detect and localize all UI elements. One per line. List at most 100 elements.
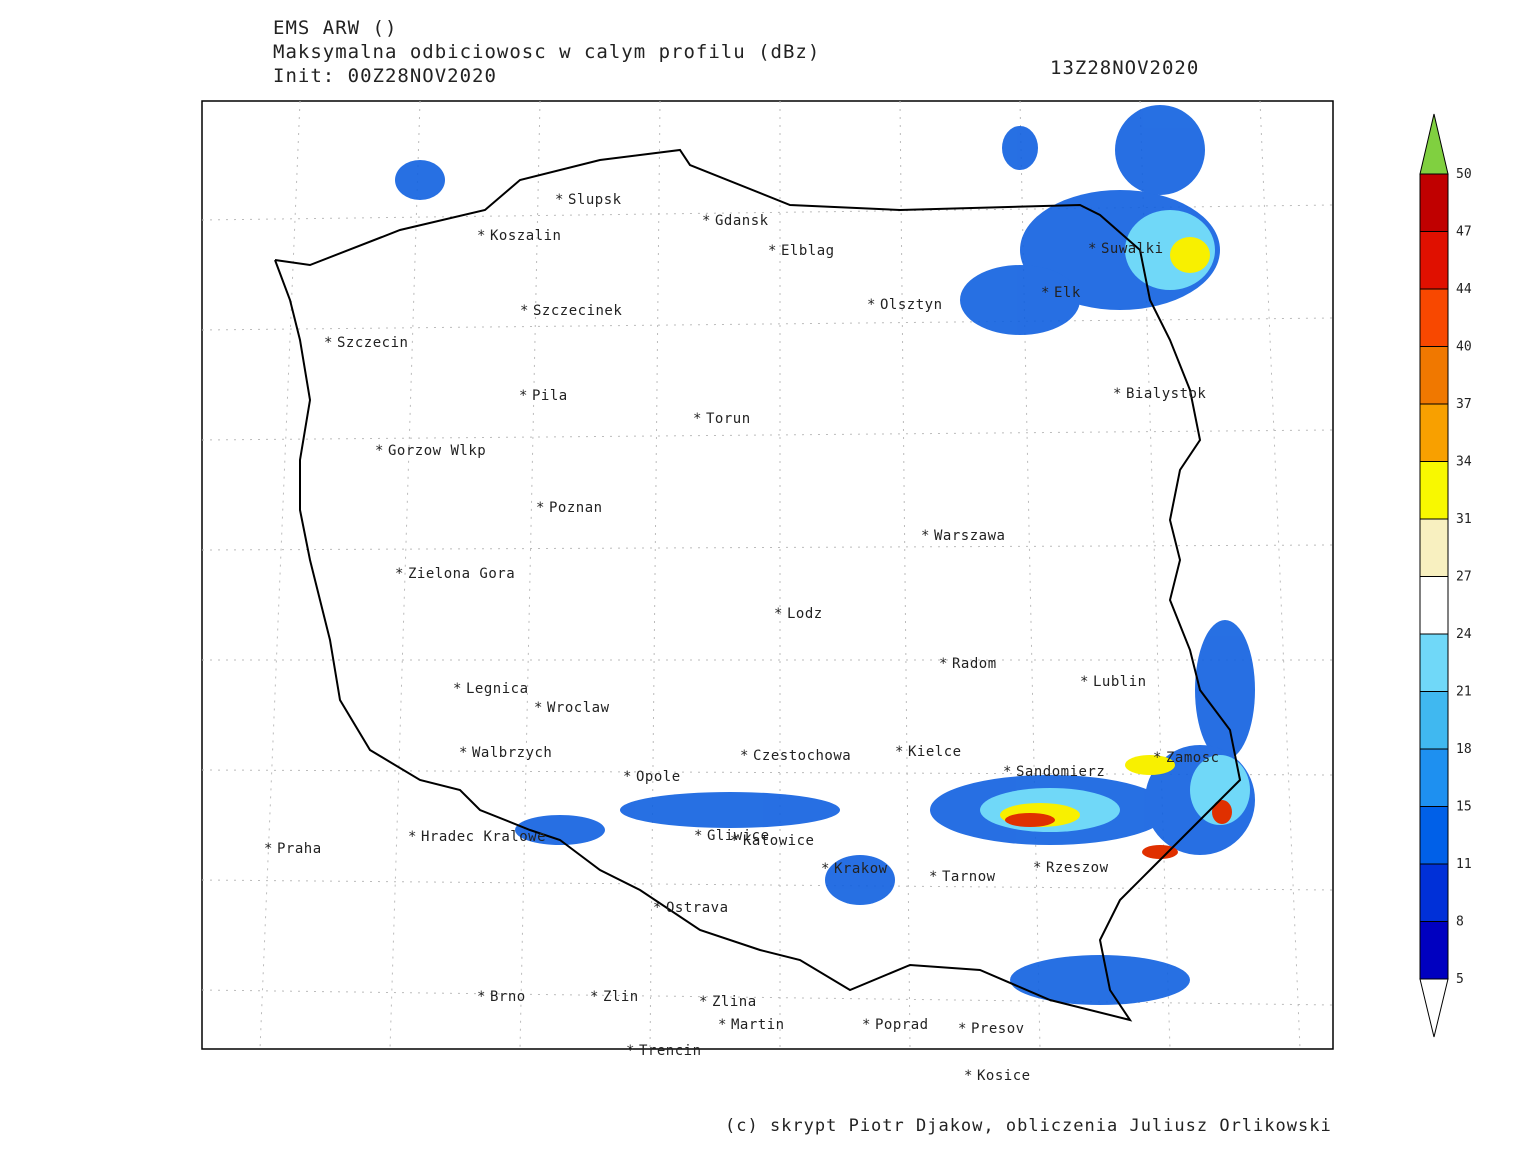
city-label: Zlin bbox=[603, 989, 639, 1005]
city-marker: * bbox=[958, 1021, 967, 1037]
city-label: Martin bbox=[731, 1017, 785, 1033]
city-label: Torun bbox=[706, 411, 751, 427]
city-marker: * bbox=[702, 213, 711, 229]
city-label: Koszalin bbox=[490, 228, 561, 244]
city-marker: * bbox=[453, 681, 462, 697]
scale-box bbox=[1419, 921, 1449, 980]
city-marker: * bbox=[395, 566, 404, 582]
city-label: Zamosc bbox=[1166, 750, 1220, 766]
city-marker: * bbox=[519, 388, 528, 404]
city-marker: * bbox=[699, 994, 708, 1010]
city-marker: * bbox=[1080, 674, 1089, 690]
scale-box bbox=[1419, 691, 1449, 750]
scale-above bbox=[1419, 113, 1449, 175]
city-marker: * bbox=[375, 443, 384, 459]
scale-tick-label: 31 bbox=[1456, 512, 1472, 527]
city-marker: * bbox=[1088, 241, 1097, 257]
field-title: Maksymalna odbiciowosc w calym profilu (… bbox=[273, 41, 820, 63]
scale-tick-label: 40 bbox=[1456, 340, 1472, 355]
city-label: Zielona Gora bbox=[408, 566, 515, 582]
city-marker: * bbox=[520, 303, 529, 319]
city-marker: * bbox=[821, 861, 830, 877]
city-label: Brno bbox=[490, 989, 526, 1005]
city-label: Lublin bbox=[1093, 674, 1147, 690]
city-marker: * bbox=[477, 989, 486, 1005]
city-marker: * bbox=[1153, 750, 1162, 766]
city-marker: * bbox=[1041, 285, 1050, 301]
scale-box bbox=[1419, 403, 1449, 462]
city-label: Rzeszow bbox=[1046, 860, 1109, 876]
city-marker: * bbox=[653, 900, 662, 916]
city-marker: * bbox=[408, 829, 417, 845]
city-label: Wroclaw bbox=[547, 700, 610, 716]
city-marker: * bbox=[626, 1043, 635, 1059]
city-label: Ostrava bbox=[666, 900, 729, 916]
scale-box bbox=[1419, 461, 1449, 520]
scale-box bbox=[1419, 346, 1449, 405]
city-marker: * bbox=[1033, 860, 1042, 876]
city-label: Opole bbox=[636, 769, 681, 785]
scale-box bbox=[1419, 748, 1449, 807]
init-time: Init: 00Z28NOV2020 bbox=[273, 65, 497, 87]
city-label: Legnica bbox=[466, 681, 529, 697]
city-label: Suwalki bbox=[1101, 241, 1164, 257]
city-label: Radom bbox=[952, 656, 997, 672]
color-scale: 5 8 11 15 18 21 24 27 31 34 37 40 44 47 50 bbox=[1419, 113, 1472, 1038]
city-label: Elblag bbox=[781, 243, 835, 259]
city-marker: * bbox=[536, 500, 545, 516]
city-marker: * bbox=[590, 989, 599, 1005]
scale-tick-label: 8 bbox=[1456, 915, 1464, 930]
city-label: Poznan bbox=[549, 500, 603, 516]
scale-tick-label: 27 bbox=[1456, 570, 1472, 585]
city-label: Tarnow bbox=[942, 869, 996, 885]
city-label: Trencin bbox=[639, 1043, 702, 1059]
city-marker: * bbox=[768, 243, 777, 259]
city-marker: * bbox=[1113, 386, 1122, 402]
city-marker: * bbox=[694, 828, 703, 844]
credits: (c) skrypt Piotr Djakow, obliczenia Juli… bbox=[725, 1116, 1332, 1136]
city-label: Warszawa bbox=[934, 528, 1005, 544]
city-marker: * bbox=[477, 228, 486, 244]
scale-tick-label: 15 bbox=[1456, 800, 1472, 815]
scale-tick-label: 11 bbox=[1456, 857, 1472, 872]
map-frame bbox=[201, 100, 1334, 1050]
city-label: Walbrzych bbox=[472, 745, 552, 761]
city-label: Elk bbox=[1054, 285, 1081, 301]
scale-tick-label: 21 bbox=[1456, 685, 1472, 700]
city-label: Sandomierz bbox=[1016, 764, 1105, 780]
city-marker: * bbox=[555, 192, 564, 208]
city-marker: * bbox=[867, 297, 876, 313]
scale-box bbox=[1419, 518, 1449, 577]
city-label: Kosice bbox=[977, 1068, 1031, 1084]
city-label: Hradec Kralowe bbox=[421, 829, 546, 845]
city-label: Praha bbox=[277, 841, 322, 857]
scale-tick-label: 18 bbox=[1456, 742, 1472, 757]
city-label: Szczecinek bbox=[533, 303, 622, 319]
city-marker: * bbox=[534, 700, 543, 716]
scale-box bbox=[1419, 231, 1449, 290]
city-label: Czestochowa bbox=[753, 748, 851, 764]
city-marker: * bbox=[895, 744, 904, 760]
scale-below bbox=[1419, 978, 1449, 1038]
scale-tick-label: 50 bbox=[1456, 167, 1472, 182]
city-marker: * bbox=[324, 335, 333, 351]
city-marker: * bbox=[693, 411, 702, 427]
city-label: Pila bbox=[532, 388, 568, 404]
valid-time: 13Z28NOV2020 bbox=[1050, 57, 1199, 79]
city-label: Szczecin bbox=[337, 335, 408, 351]
city-marker: * bbox=[740, 748, 749, 764]
city-marker: * bbox=[921, 528, 930, 544]
scale-box bbox=[1419, 863, 1449, 922]
scale-tick-label: 34 bbox=[1456, 455, 1472, 470]
city-label: Bialystok bbox=[1126, 386, 1206, 402]
city-label: Gorzow Wlkp bbox=[388, 443, 486, 459]
city-marker: * bbox=[862, 1017, 871, 1033]
city-marker: * bbox=[459, 745, 468, 761]
city-labels: * Slupsk* Koszalin* Gdansk* Elblag* Szczecine… bbox=[264, 192, 1220, 1084]
scale-box bbox=[1419, 806, 1449, 865]
city-marker: * bbox=[939, 656, 948, 672]
city-label: Poprad bbox=[875, 1017, 929, 1033]
city-marker: * bbox=[929, 869, 938, 885]
scale-tick-label: 24 bbox=[1456, 627, 1472, 642]
city-label: Gliwice bbox=[707, 828, 770, 844]
